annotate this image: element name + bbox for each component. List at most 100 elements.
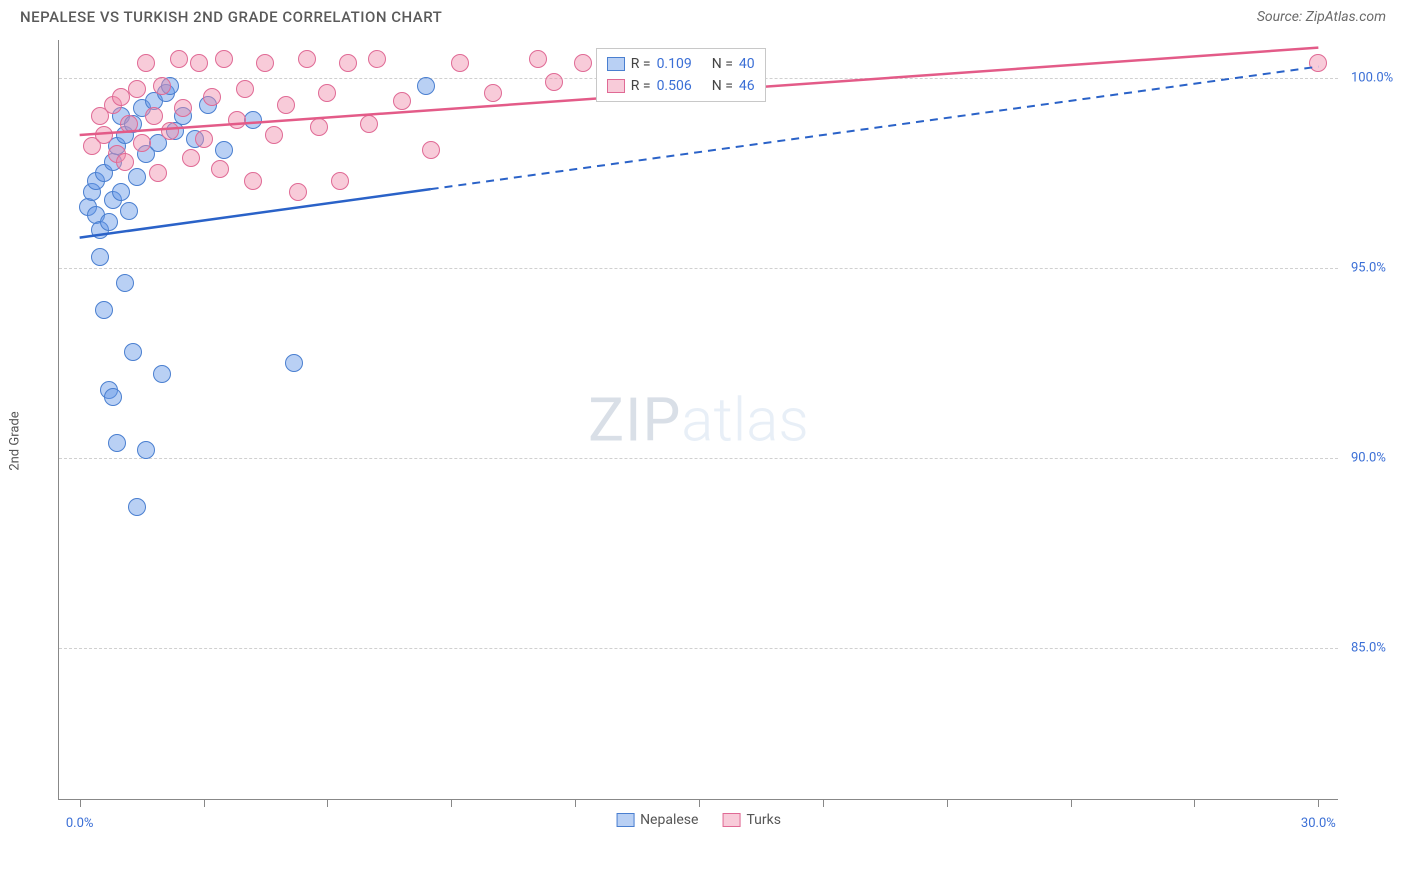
turks-point [195, 130, 213, 148]
series-legend-item[interactable]: Turks [722, 812, 781, 828]
series-legend-label: Nepalese [640, 812, 698, 828]
turks-point [310, 118, 328, 136]
nepalese-trendline [59, 40, 1339, 800]
nepalese-point [116, 274, 134, 292]
x-tick-label: 0.0% [66, 816, 94, 831]
turks-point [360, 115, 378, 133]
y-tick-label: 85.0% [1351, 641, 1386, 656]
gridline [59, 648, 1338, 649]
stats-legend-row: R = 0.506 N = 46 [607, 75, 755, 97]
nepalese-point [128, 498, 146, 516]
legend-r-label: R = [631, 53, 651, 75]
x-tick [80, 799, 81, 807]
turks-point [277, 96, 295, 114]
legend-n-value: 40 [739, 53, 755, 75]
x-tick [699, 799, 700, 807]
turks-point [318, 84, 336, 102]
turks-point [331, 172, 349, 190]
turks-point [368, 50, 386, 68]
turks-point [112, 88, 130, 106]
nepalese-point [417, 77, 435, 95]
legend-n-label: N = [712, 75, 733, 97]
turks-point [128, 80, 146, 98]
x-tick [823, 799, 824, 807]
nepalese-point [108, 434, 126, 452]
legend-r-value: 0.109 [657, 53, 692, 75]
legend-swatch [616, 813, 634, 827]
legend-n-value: 46 [739, 75, 755, 97]
x-tick [1071, 799, 1072, 807]
turks-point [120, 115, 138, 133]
y-tick-label: 90.0% [1351, 451, 1386, 466]
nepalese-point [124, 343, 142, 361]
y-tick-label: 95.0% [1351, 261, 1386, 276]
turks-point [289, 183, 307, 201]
nepalese-point [104, 388, 122, 406]
turks-point [393, 92, 411, 110]
turks-point [116, 153, 134, 171]
turks-point [145, 107, 163, 125]
legend-r-label: R = [631, 75, 651, 97]
turks-point [529, 50, 547, 68]
x-tick [204, 799, 205, 807]
series-legend: Nepalese Turks [616, 812, 781, 828]
chart-header: NEPALESE VS TURKISH 2ND GRADE CORRELATIO… [0, 0, 1406, 30]
watermark: ZIPatlas [588, 384, 809, 455]
nepalese-point [244, 111, 262, 129]
x-tick [1318, 799, 1319, 807]
turks-point [161, 122, 179, 140]
turks-point [153, 77, 171, 95]
nepalese-point [137, 441, 155, 459]
turks-point [1309, 54, 1327, 72]
stats-legend-row: R =0.109N =40 [607, 53, 755, 75]
turks-point [244, 172, 262, 190]
nepalese-point [112, 183, 130, 201]
x-tick [327, 799, 328, 807]
turks-point [339, 54, 357, 72]
turks-trendline [59, 40, 1339, 800]
turks-point [228, 111, 246, 129]
x-tick [451, 799, 452, 807]
legend-r-value: 0.506 [657, 75, 692, 97]
turks-point [265, 126, 283, 144]
gridline [59, 458, 1338, 459]
stats-legend: R = 0.109 N = 40R = 0.506 N = 46 [596, 48, 766, 103]
turks-point [545, 73, 563, 91]
nepalese-point [100, 213, 118, 231]
turks-point [203, 88, 221, 106]
nepalese-point [128, 168, 146, 186]
x-tick [1194, 799, 1195, 807]
turks-point [256, 54, 274, 72]
nepalese-point [120, 202, 138, 220]
nepalese-point [215, 141, 233, 159]
chart-area: 2nd Grade ZIPatlas 100.0%95.0%90.0%85.0%… [20, 40, 1386, 842]
x-tick [947, 799, 948, 807]
y-axis-label: 2nd Grade [8, 411, 23, 470]
legend-swatch [607, 57, 625, 71]
turks-point [170, 50, 188, 68]
turks-point [451, 54, 469, 72]
turks-point [149, 164, 167, 182]
legend-swatch [722, 813, 740, 827]
turks-point [236, 80, 254, 98]
series-legend-item[interactable]: Nepalese [616, 812, 698, 828]
x-tick [575, 799, 576, 807]
turks-point [182, 149, 200, 167]
nepalese-point [285, 354, 303, 372]
legend-swatch [607, 79, 625, 93]
series-legend-label: Turks [746, 812, 781, 828]
turks-point [422, 141, 440, 159]
turks-point [298, 50, 316, 68]
plot-area: ZIPatlas 100.0%95.0%90.0%85.0%0.0%30.0%R… [58, 40, 1338, 800]
chart-source: Source: ZipAtlas.com [1257, 9, 1386, 25]
gridline [59, 268, 1338, 269]
chart-title: NEPALESE VS TURKISH 2ND GRADE CORRELATIO… [20, 8, 442, 26]
nepalese-point [153, 365, 171, 383]
nepalese-point [95, 301, 113, 319]
turks-point [133, 134, 151, 152]
turks-point [190, 54, 208, 72]
turks-point [484, 84, 502, 102]
turks-point [215, 50, 233, 68]
nepalese-point [91, 248, 109, 266]
turks-point [95, 126, 113, 144]
